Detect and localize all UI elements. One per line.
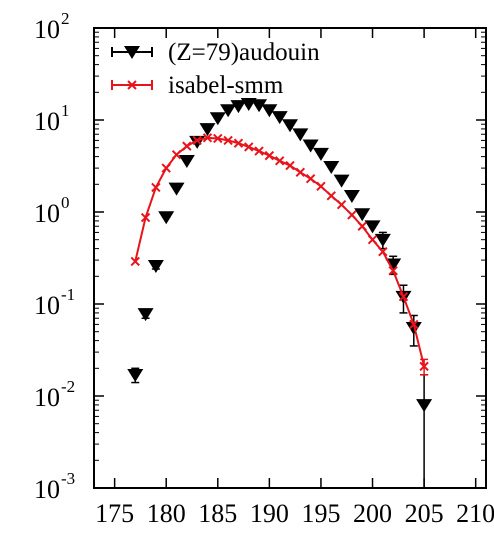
y-tick-exponent: 1	[61, 101, 70, 120]
data-point	[230, 100, 247, 114]
y-tick-label: 10	[34, 291, 60, 320]
legend-marker	[127, 80, 137, 90]
x-tick-label: 190	[250, 499, 289, 528]
data-point	[261, 104, 278, 118]
data-point	[357, 221, 367, 231]
y-tick-exponent: -3	[61, 469, 75, 488]
data-point	[264, 150, 275, 161]
y-tick-exponent: -1	[61, 285, 75, 304]
data-point	[354, 208, 371, 222]
data-point	[223, 135, 233, 146]
plot-border	[93, 27, 487, 489]
data-point	[137, 308, 154, 322]
y-tick-exponent: 0	[61, 193, 70, 212]
data-point	[147, 259, 164, 273]
data-point	[292, 128, 309, 142]
data-point	[333, 174, 350, 188]
data-point	[161, 163, 171, 173]
data-point	[285, 160, 295, 171]
data-point	[271, 111, 288, 125]
data-point	[209, 112, 226, 126]
data-point	[168, 182, 185, 196]
y-tick-label: 10	[34, 199, 60, 228]
data-point	[130, 256, 140, 267]
data-point	[364, 220, 381, 234]
data-point	[254, 146, 264, 156]
y-tick-label: 10	[34, 107, 60, 136]
data-point	[378, 247, 388, 257]
data-point	[367, 234, 378, 245]
data-point	[274, 156, 285, 166]
data-point	[295, 167, 306, 178]
data-point	[347, 210, 357, 220]
data-point	[409, 319, 419, 330]
series-line	[134, 136, 426, 367]
legend-label: isabel-smm	[168, 72, 284, 99]
data-point	[302, 139, 319, 153]
data-point	[305, 174, 316, 184]
data-point	[398, 292, 409, 302]
data-point	[336, 200, 347, 210]
data-point	[323, 160, 340, 174]
x-tick-label: 185	[198, 499, 237, 528]
x-tick-label: 175	[95, 499, 134, 528]
data-point	[419, 361, 429, 372]
legend-label: (Z=79)audouin	[168, 39, 320, 66]
data-point	[140, 212, 151, 223]
legend-marker	[124, 46, 140, 59]
data-point	[244, 142, 254, 152]
data-point	[171, 149, 182, 160]
y-tick-exponent: -2	[61, 377, 75, 396]
data-point	[251, 99, 268, 113]
legend: (Z=79)audouin isabel-smm	[111, 39, 320, 99]
data-point	[182, 141, 192, 151]
series-layer	[127, 97, 433, 488]
data-point	[151, 182, 161, 193]
data-point	[158, 211, 175, 225]
data-point	[388, 266, 398, 276]
x-tick-label: 200	[353, 499, 392, 528]
data-point	[416, 399, 433, 413]
plot-frame	[93, 27, 487, 489]
data-point	[213, 133, 223, 144]
x-axis: 175 180 185 190 195 200 205 210	[95, 28, 494, 528]
series-1	[130, 133, 429, 376]
y-tick-label: 10	[34, 475, 60, 504]
y-tick-exponent: 2	[61, 9, 70, 28]
data-point	[199, 123, 216, 137]
data-point	[233, 138, 244, 148]
data-point	[343, 189, 360, 203]
data-point	[312, 147, 329, 161]
x-tick-label: 205	[405, 499, 444, 528]
data-point	[316, 181, 326, 192]
data-point	[374, 233, 391, 247]
data-point	[178, 154, 195, 168]
legend-symbol-0	[111, 46, 153, 59]
data-point	[326, 191, 336, 201]
x-tick-label: 180	[147, 499, 186, 528]
y-tick-label: 10	[34, 15, 60, 44]
data-point	[127, 368, 144, 382]
series-0	[127, 97, 433, 488]
data-point	[202, 133, 213, 143]
data-point	[220, 104, 237, 118]
data-point	[282, 119, 298, 133]
y-tick-label: 10	[34, 383, 60, 412]
x-tick-label: 210	[456, 499, 494, 528]
data-point	[192, 135, 202, 146]
legend-symbol-1	[111, 80, 153, 90]
x-tick-label: 195	[301, 499, 340, 528]
